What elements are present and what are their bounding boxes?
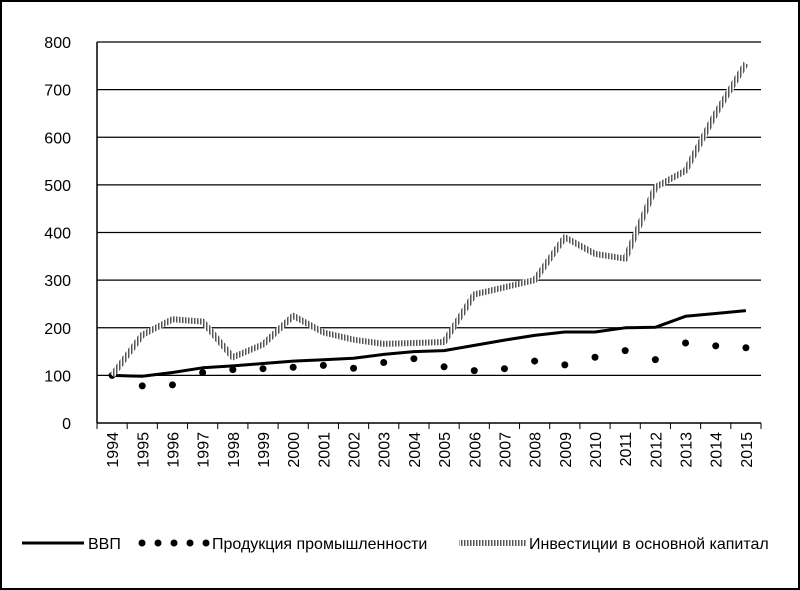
- data-point-industry: [138, 382, 146, 390]
- data-point-industry: [289, 363, 297, 371]
- data-point-industry: [380, 359, 388, 367]
- x-tick-label: 2000: [286, 432, 303, 468]
- x-tick-label: 2007: [497, 432, 514, 468]
- legend-label-industry: Продукция промышленности: [212, 536, 427, 553]
- data-point-industry: [199, 369, 207, 377]
- x-tick-label: 2003: [377, 432, 394, 468]
- x-tick-label: 1995: [135, 432, 152, 468]
- x-tick-label: 2011: [618, 432, 635, 467]
- data-point-industry: [259, 365, 267, 373]
- x-tick-label: 2002: [347, 432, 364, 468]
- data-point-industry: [350, 364, 358, 372]
- series-lines: [108, 61, 750, 390]
- x-tick-label: 2001: [316, 432, 333, 468]
- series-line-investments: [109, 61, 749, 378]
- x-tick-label: 2008: [528, 432, 545, 468]
- data-point-industry: [500, 365, 508, 373]
- data-point-industry: [531, 357, 539, 365]
- x-tick-label: 2015: [739, 432, 756, 468]
- x-tick-label: 1997: [196, 432, 213, 468]
- legend-label-investments: Инвестиции в основной капитал: [529, 536, 769, 553]
- legend-swatch-dot: [138, 539, 146, 547]
- data-point-industry: [229, 366, 237, 374]
- y-tick-label: 0: [62, 416, 71, 433]
- data-point-industry: [470, 367, 478, 375]
- y-tick-label: 100: [44, 368, 71, 385]
- y-tick-label: 300: [44, 273, 71, 290]
- legend: ВВП Продукция промышленности Инвестиции в …: [22, 536, 769, 553]
- data-point-industry: [168, 381, 176, 389]
- legend-swatch-dot: [202, 539, 210, 547]
- x-tick-label: 2005: [437, 432, 454, 468]
- x-tick-label: 2014: [709, 432, 726, 468]
- y-tick-label: 600: [44, 130, 71, 147]
- data-point-industry: [410, 355, 418, 363]
- x-tick-label: 2013: [679, 432, 696, 468]
- data-point-industry: [440, 363, 448, 371]
- data-point-industry: [712, 342, 720, 350]
- y-tick-label: 200: [44, 321, 71, 338]
- data-point-industry: [319, 361, 327, 369]
- legend-label-gdp: ВВП: [88, 536, 121, 553]
- x-tick-label: 1999: [256, 432, 273, 468]
- axes: [96, 42, 762, 429]
- y-tick-label: 800: [44, 35, 71, 52]
- legend-swatch-dot: [170, 539, 178, 547]
- legend-swatch-dot: [186, 539, 194, 547]
- series-line-gdp: [112, 309, 747, 378]
- x-tick-label: 2012: [648, 432, 665, 468]
- data-point-industry: [561, 361, 569, 369]
- y-tick-label: 400: [44, 226, 71, 243]
- legend-swatch-dot: [154, 539, 162, 547]
- tick-labels: 0 100 200 300 400 500 600 700 800 1994 1995 1996 199…: [44, 35, 756, 468]
- x-tick-label: 2004: [407, 432, 424, 468]
- x-tick-label: 2009: [558, 432, 575, 468]
- data-point-industry: [742, 344, 750, 352]
- x-tick-label: 2006: [467, 432, 484, 468]
- data-point-industry: [621, 347, 629, 355]
- x-tick-label: 1998: [226, 432, 243, 468]
- x-tick-label: 1996: [165, 432, 182, 468]
- data-point-industry: [651, 356, 659, 364]
- y-tick-label: 500: [44, 178, 71, 195]
- x-tick-label: 1994: [105, 432, 122, 468]
- data-point-industry: [682, 339, 690, 347]
- x-tick-label: 2010: [588, 432, 605, 468]
- y-tick-label: 700: [44, 83, 71, 100]
- data-point-industry: [591, 353, 599, 361]
